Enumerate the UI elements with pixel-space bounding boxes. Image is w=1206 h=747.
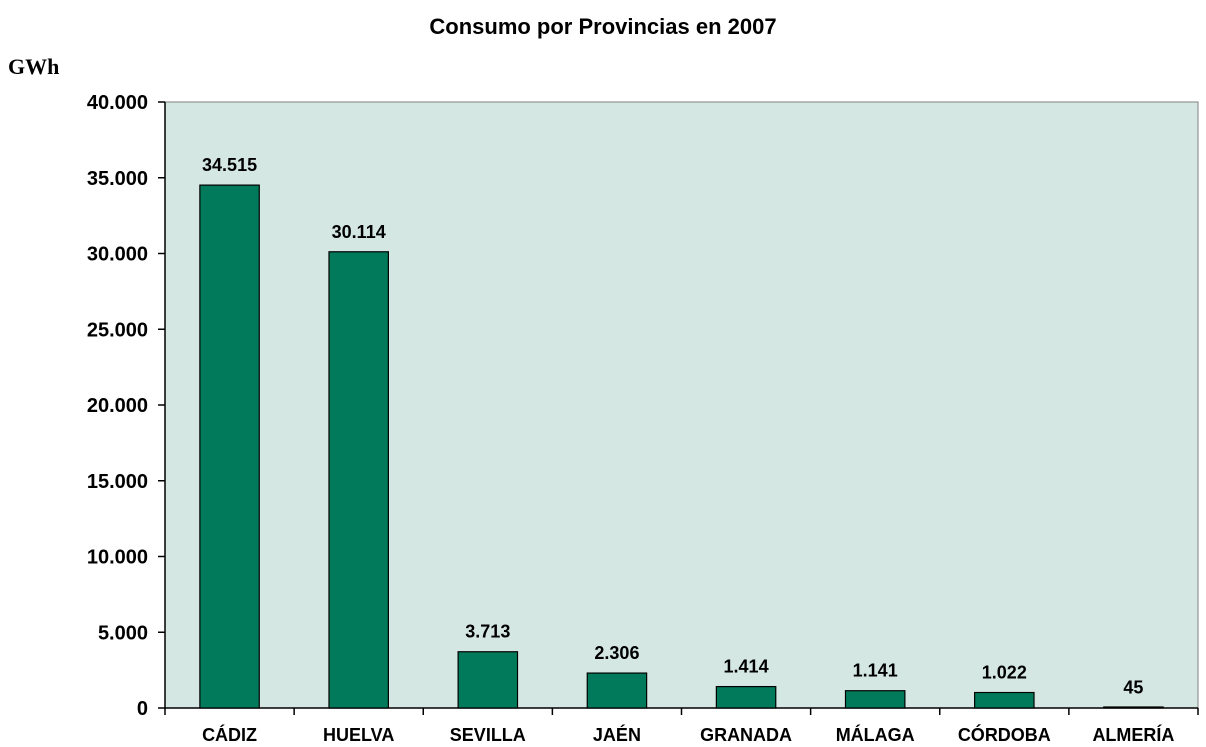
bar-value-label: 1.022 [982, 663, 1027, 683]
bar [715, 685, 777, 709]
y-tick-label: 40.000 [87, 92, 148, 114]
y-axis-unit-label: GWh [8, 54, 60, 79]
x-tick-label: SEVILLA [450, 725, 526, 745]
bar [457, 651, 519, 709]
x-tick-label: HUELVA [323, 725, 394, 745]
bars [199, 184, 1164, 709]
plot-area [164, 101, 1199, 709]
y-tick-label: 25.000 [87, 319, 148, 341]
y-tick-label: 5.000 [98, 622, 148, 644]
y-axis: 0 5.000 10.000 15.000 20.000 25.000 30.000 35.0… [87, 92, 166, 720]
x-tick-label: JAÉN [593, 724, 641, 745]
y-tick-label: 0 [137, 698, 148, 720]
chart-title: Consumo por Provincias en 2007 [429, 14, 777, 39]
y-tick-label: 10.000 [87, 547, 148, 569]
bar-value-label: 1.414 [724, 657, 769, 677]
bar-value-label: 30.114 [332, 222, 386, 242]
bar [844, 690, 906, 709]
bar-value-label: 34.515 [202, 155, 257, 175]
bar-value-label: 2.306 [594, 643, 639, 663]
y-tick-label: 15.000 [87, 471, 148, 493]
x-tick-label: CÓRDOBA [958, 724, 1051, 745]
x-tick-label: CÁDIZ [202, 724, 257, 745]
y-tick-label: 20.000 [87, 395, 148, 417]
bar [199, 184, 260, 709]
bar-value-label: 1.141 [853, 661, 898, 681]
x-tick-label: ALMERÍA [1092, 724, 1174, 745]
bar-value-label: 3.713 [465, 622, 510, 642]
x-tick-label: MÁLAGA [836, 724, 915, 745]
value-labels: 34.515 30.114 3.713 2.306 1.414 1.141 1.022 45 [202, 155, 1143, 697]
y-tick-label: 30.000 [87, 244, 148, 266]
y-tick-label: 35.000 [87, 168, 148, 190]
x-tick-label: GRANADA [700, 725, 792, 745]
bar [974, 691, 1035, 709]
bar [586, 672, 648, 709]
bar [1103, 706, 1164, 709]
bar [328, 251, 389, 709]
bar-value-label: 45 [1123, 677, 1143, 697]
x-axis: CÁDIZ HUELVA SEVILLA JAÉN GRANADA MÁLAGA CÓRDO… [164, 707, 1199, 745]
